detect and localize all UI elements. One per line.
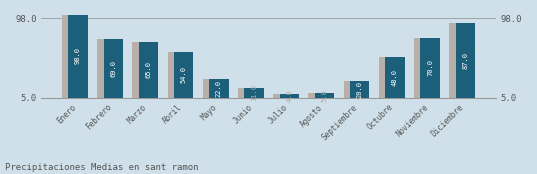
Bar <box>168 52 187 98</box>
Bar <box>244 88 264 98</box>
Text: 65.0: 65.0 <box>146 61 151 78</box>
Bar <box>414 38 433 98</box>
Text: 4.0: 4.0 <box>286 90 292 102</box>
Text: 48.0: 48.0 <box>392 69 398 86</box>
Bar <box>68 14 88 98</box>
Bar <box>133 42 152 98</box>
Bar <box>344 81 363 98</box>
Bar <box>62 14 82 98</box>
Bar <box>280 94 299 98</box>
Text: 98.0: 98.0 <box>75 47 81 64</box>
Bar <box>238 88 257 98</box>
Bar <box>455 23 475 98</box>
Text: Precipitaciones Medias en sant ramon: Precipitaciones Medias en sant ramon <box>5 163 199 172</box>
Bar <box>449 23 469 98</box>
Bar <box>420 38 440 98</box>
Bar <box>104 39 123 98</box>
Bar <box>139 42 158 98</box>
Text: 5.0: 5.0 <box>322 89 328 102</box>
Text: 69.0: 69.0 <box>110 60 116 77</box>
Bar <box>203 79 222 98</box>
Bar <box>209 79 229 98</box>
Text: 87.0: 87.0 <box>462 52 468 69</box>
Bar <box>308 93 328 98</box>
Bar <box>174 52 193 98</box>
Bar <box>315 93 334 98</box>
Bar <box>379 57 398 98</box>
Bar <box>273 94 293 98</box>
Text: 70.0: 70.0 <box>427 59 433 76</box>
Text: 11.0: 11.0 <box>251 85 257 101</box>
Bar <box>385 57 404 98</box>
Text: 20.0: 20.0 <box>357 81 362 98</box>
Text: 54.0: 54.0 <box>180 66 187 83</box>
Bar <box>97 39 117 98</box>
Bar <box>350 81 369 98</box>
Text: 22.0: 22.0 <box>216 80 222 97</box>
